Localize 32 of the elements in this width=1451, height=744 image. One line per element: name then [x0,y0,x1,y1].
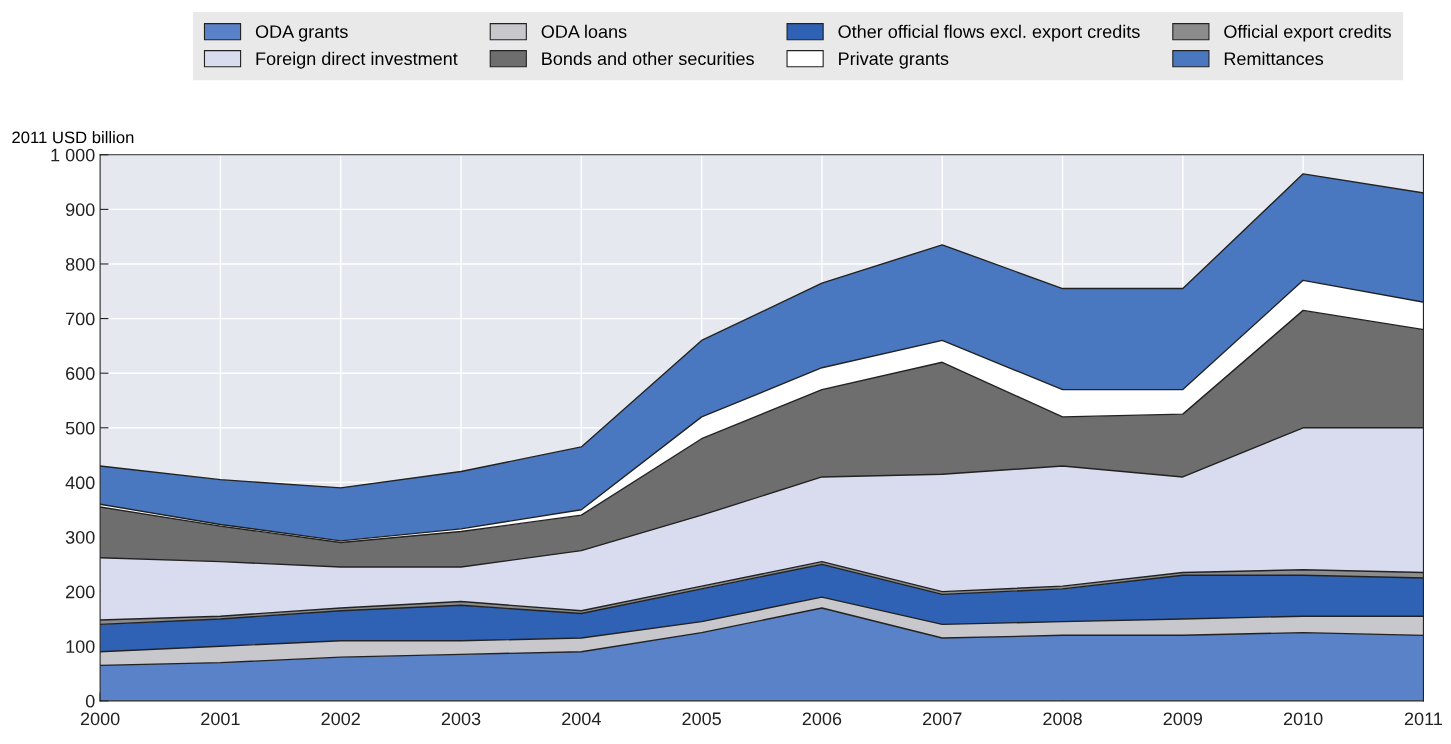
x-tick-label: 2011 [1404,712,1442,726]
legend-label: Remittances [1224,51,1324,66]
legend-label: ODA grants [255,25,348,42]
y-tick-label: 300 [65,530,95,544]
y-tick-label: 700 [66,312,95,326]
x-tick-label: 2005 [682,712,721,726]
y-tick-label: 200 [66,585,95,599]
legend-label: ODA loans [541,24,627,39]
legend-label: Official export credits [1224,24,1391,42]
x-tick-label: 2010 [1283,712,1323,726]
y-tick-label: 0 [85,694,95,708]
y-tick-label: 1 000 [51,148,95,162]
y-tick-label: 100 [66,640,95,653]
legend-label: Other official flows excl. export credits [838,24,1140,42]
y-tick-label: 400 [65,476,95,490]
x-tick-label: 2007 [923,712,962,726]
y-tick-label: 800 [65,257,95,271]
x-tick-label: 2008 [1043,712,1082,726]
x-tick-label: 2002 [321,712,360,726]
x-tick-label: 2009 [1163,712,1203,726]
x-tick-label: 2001 [201,712,240,726]
x-tick-label: 2000 [80,712,120,726]
x-tick-label: 2006 [802,712,842,726]
y-tick-label: 900 [65,203,95,217]
x-tick-label: 2003 [441,712,481,726]
y-axis-title: 2011 USD billion [12,131,134,144]
legend-label: Bonds and other securities [542,51,754,66]
y-tick-label: 600 [66,367,95,380]
y-tick-label: 500 [65,421,95,435]
legend-label: Foreign direct investment [256,51,458,69]
legend-label: Private grants [839,51,949,69]
x-tick-label: 2004 [562,712,601,726]
